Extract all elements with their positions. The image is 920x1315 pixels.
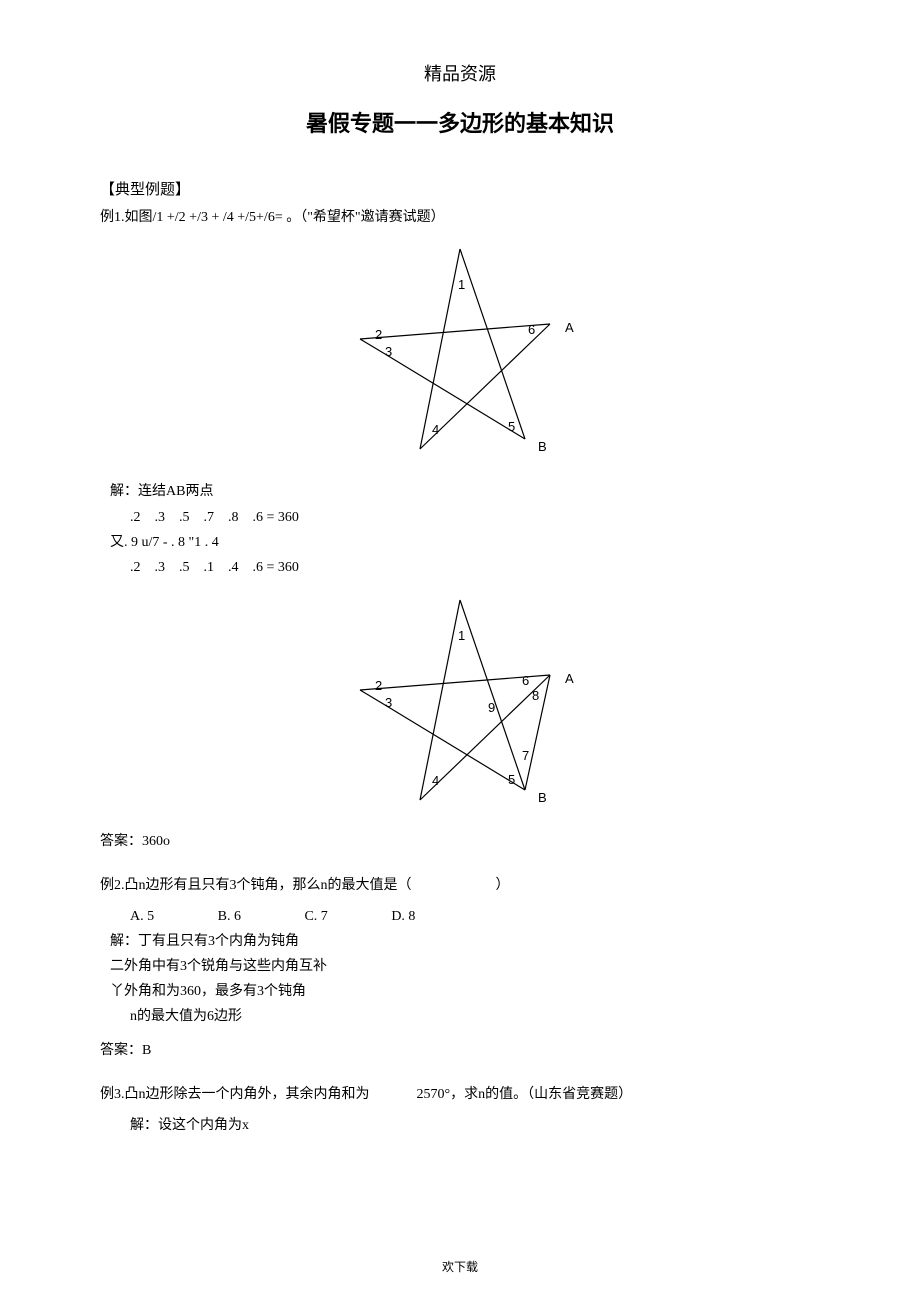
- sol1-eq1: .2 .3 .5 .7 .8 .6 = 360: [130, 505, 820, 530]
- label-5: 5: [508, 419, 515, 434]
- label2-A: A: [565, 671, 574, 686]
- opt-b: B. 6: [218, 904, 241, 929]
- sol2-1: 解：丁有且只有3个内角为钝角: [110, 929, 820, 954]
- label2-4: 4: [432, 773, 439, 788]
- label2-3: 3: [385, 695, 392, 710]
- label2-6: 6: [522, 673, 529, 688]
- sol3-1: 解：设这个内角为x: [130, 1113, 820, 1138]
- label-6: 6: [528, 322, 535, 337]
- label2-1: 1: [458, 628, 465, 643]
- example1-answer: 答案：360o: [100, 830, 820, 850]
- example3-solution: 解：设这个内角为x: [110, 1113, 820, 1138]
- example1-prompt: 例1.如图/1 +/2 +/3 + /4 +/5+/6= 。（"希望杯"邀请赛试…: [100, 207, 820, 229]
- example3-prompt: 例3.凸n边形除去一个内角外，其余内角和为 2570°，求n的值。（山东省竞赛题…: [100, 1084, 820, 1106]
- diagram1: 1 2 3 4 5 6 A B: [100, 239, 820, 464]
- sol1-label: 解：连结AB两点: [110, 479, 820, 504]
- sol1-eq2: 又. 9 u/7 - . 8 "1 . 4: [110, 530, 820, 555]
- example2-solution: 解：丁有且只有3个内角为钝角 二外角中有3个锐角与这些内角互补 丫外角和为360…: [110, 929, 820, 1030]
- footer-text: 欢下载: [100, 1258, 820, 1275]
- opt-a: A. 5: [130, 904, 154, 929]
- sol2-3: 丫外角和为360，最多有3个钝角: [110, 979, 820, 1004]
- label-1: 1: [458, 277, 465, 292]
- section-title: 【典型例题】: [100, 178, 820, 199]
- label-2: 2: [375, 327, 382, 342]
- ex3-left: 例3.凸n边形除去一个内角外，其余内角和为: [100, 1087, 370, 1102]
- label2-2: 2: [375, 678, 382, 693]
- label2-B: B: [538, 790, 547, 805]
- ex3-right: 2570°，求n的值。（山东省竞赛题）: [417, 1087, 633, 1102]
- diagram2: 1 2 3 4 5 6 7 8 9 A B: [100, 590, 820, 815]
- page-title: 暑假专题一一多边形的基本知识: [100, 106, 820, 138]
- label2-5: 5: [508, 772, 515, 787]
- sol1-eq3: .2 .3 .5 .1 .4 .6 = 360: [130, 555, 820, 580]
- label2-7: 7: [522, 748, 529, 763]
- sol2-4: n的最大值为6边形: [130, 1004, 820, 1029]
- header-subtext: 精品资源: [100, 60, 820, 86]
- example2-options: A. 5 B. 6 C. 7 D. 8: [130, 904, 820, 929]
- opt-d: D. 8: [391, 904, 415, 929]
- example2-answer: 答案：B: [100, 1039, 820, 1059]
- label-4: 4: [432, 422, 439, 437]
- label-B: B: [538, 439, 547, 454]
- example1-solution: 解：连结AB两点 .2 .3 .5 .7 .8 .6 = 360 又. 9 u/…: [110, 479, 820, 580]
- label2-8: 8: [532, 688, 539, 703]
- label-A: A: [565, 320, 574, 335]
- sol2-2: 二外角中有3个锐角与这些内角互补: [110, 954, 820, 979]
- opt-c: C. 7: [304, 904, 327, 929]
- label2-9: 9: [488, 700, 495, 715]
- example2-prompt: 例2.凸n边形有且只有3个钝角，那么n的最大值是（ ）: [100, 875, 820, 897]
- label-3: 3: [385, 344, 392, 359]
